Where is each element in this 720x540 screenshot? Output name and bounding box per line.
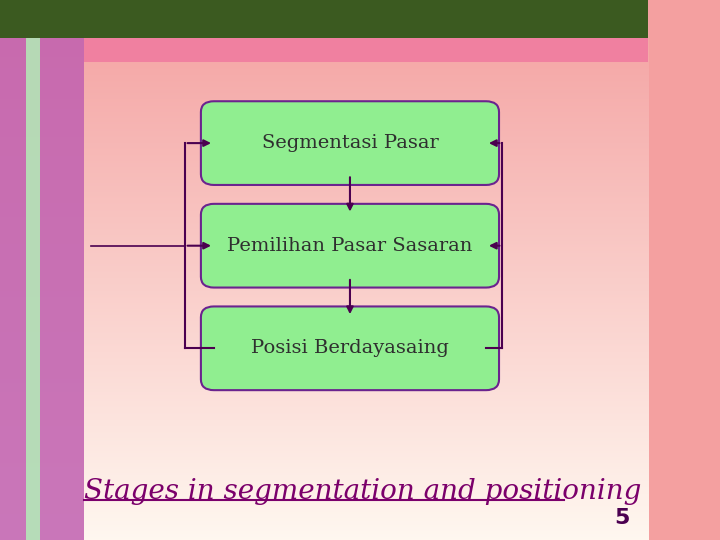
Bar xyxy=(0,38,84,540)
FancyBboxPatch shape xyxy=(201,306,499,390)
Bar xyxy=(0,0,648,38)
Text: Stages in segmentation and positioning: Stages in segmentation and positioning xyxy=(84,478,642,505)
Text: Posisi Berdayasaing: Posisi Berdayasaing xyxy=(251,339,449,357)
Bar xyxy=(84,38,648,62)
Text: 5: 5 xyxy=(614,508,630,529)
Text: Segmentasi Pasar: Segmentasi Pasar xyxy=(261,134,438,152)
FancyBboxPatch shape xyxy=(201,102,499,185)
Bar xyxy=(26,38,40,540)
Text: Pemilihan Pasar Sasaran: Pemilihan Pasar Sasaran xyxy=(228,237,472,255)
FancyBboxPatch shape xyxy=(201,204,499,287)
